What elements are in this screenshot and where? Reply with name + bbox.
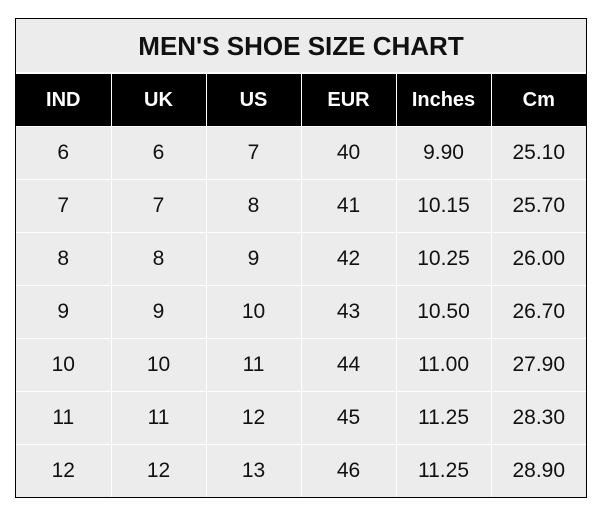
table-cell: 44 xyxy=(300,338,397,392)
table-cell: 6 xyxy=(16,126,112,180)
table-cell: 8 xyxy=(205,179,302,233)
table-cell: 7 xyxy=(110,179,207,233)
table-cell: 40 xyxy=(300,126,397,180)
table-cell: 11.00 xyxy=(395,338,492,392)
table-row: 12 12 13 46 11.25 28.90 xyxy=(16,444,586,497)
column-header: EUR xyxy=(300,73,397,127)
table-cell: 13 xyxy=(205,444,302,497)
table-cell: 10 xyxy=(16,338,112,392)
size-chart: MEN'S SHOE SIZE CHART IND UK US EUR Inches Cm… xyxy=(15,18,587,498)
table-cell: 12 xyxy=(16,444,112,497)
table-cell: 26.00 xyxy=(490,232,586,286)
table-cell: 10.25 xyxy=(395,232,492,286)
table-cell: 11 xyxy=(110,391,207,445)
table-cell: 27.90 xyxy=(490,338,586,392)
table-cell: 45 xyxy=(300,391,397,445)
table-cell: 7 xyxy=(205,126,302,180)
table-cell: 12 xyxy=(205,391,302,445)
table-cell: 28.30 xyxy=(490,391,586,445)
table-cell: 11.25 xyxy=(395,391,492,445)
table-cell: 10 xyxy=(205,285,302,339)
table-cell: 42 xyxy=(300,232,397,286)
table-row: 10 10 11 44 11.00 27.90 xyxy=(16,338,586,392)
table-cell: 9 xyxy=(110,285,207,339)
table-cell: 6 xyxy=(110,126,207,180)
column-header: US xyxy=(205,73,302,127)
table-row: 9 9 10 43 10.50 26.70 xyxy=(16,285,586,339)
table-cell: 8 xyxy=(110,232,207,286)
table-cell: 28.90 xyxy=(490,444,586,497)
table-cell: 9.90 xyxy=(395,126,492,180)
table-row: 11 11 12 45 11.25 28.30 xyxy=(16,391,586,445)
table-cell: 9 xyxy=(16,285,112,339)
column-header: Inches xyxy=(395,73,492,127)
table-cell: 46 xyxy=(300,444,397,497)
table-cell: 11 xyxy=(205,338,302,392)
table-cell: 11 xyxy=(16,391,112,445)
chart-title: MEN'S SHOE SIZE CHART xyxy=(16,19,586,73)
table-row: 7 7 8 41 10.15 25.70 xyxy=(16,179,586,233)
table-row: 6 6 7 40 9.90 25.10 xyxy=(16,126,586,180)
column-header: Cm xyxy=(490,73,586,127)
table-cell: 43 xyxy=(300,285,397,339)
table-cell: 10 xyxy=(110,338,207,392)
table-row: 8 8 9 42 10.25 26.00 xyxy=(16,232,586,286)
table-cell: 7 xyxy=(16,179,112,233)
column-header: IND xyxy=(16,73,112,127)
size-table: IND UK US EUR Inches Cm 6 6 7 40 9.90 25.10 7 7 8 41 10… xyxy=(16,73,586,497)
table-cell: 10.50 xyxy=(395,285,492,339)
table-cell: 12 xyxy=(110,444,207,497)
table-cell: 11.25 xyxy=(395,444,492,497)
column-header: UK xyxy=(110,73,207,127)
table-cell: 8 xyxy=(16,232,112,286)
table-cell: 25.70 xyxy=(490,179,586,233)
table-cell: 41 xyxy=(300,179,397,233)
table-cell: 26.70 xyxy=(490,285,586,339)
table-cell: 9 xyxy=(205,232,302,286)
header-row: IND UK US EUR Inches Cm xyxy=(16,73,586,127)
table-cell: 10.15 xyxy=(395,179,492,233)
table-cell: 25.10 xyxy=(490,126,586,180)
